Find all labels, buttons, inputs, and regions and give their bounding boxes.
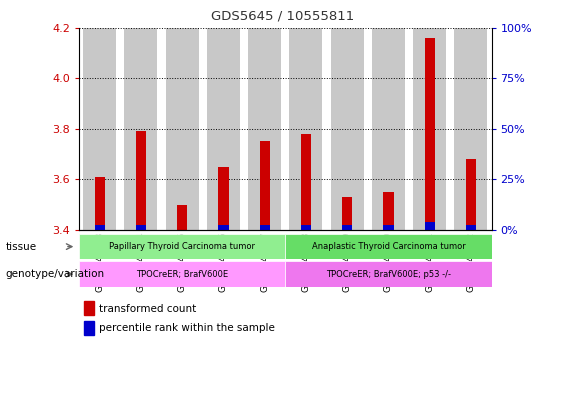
Bar (94, 225, 105, 230)
Bar (413, 28, 446, 230)
Text: Papillary Thyroid Carcinoma tumor: Papillary Thyroid Carcinoma tumor (109, 242, 255, 251)
Bar (466, 159, 476, 230)
Text: tissue: tissue (6, 242, 37, 252)
Bar (342, 225, 353, 230)
Bar (424, 38, 435, 230)
Bar (372, 28, 405, 230)
Bar (285, 234, 492, 259)
Bar (79, 261, 285, 287)
Bar (466, 225, 476, 230)
Bar (84, 321, 94, 335)
Bar (136, 131, 146, 230)
Text: GDS5645 / 10555811: GDS5645 / 10555811 (211, 10, 354, 23)
Bar (248, 28, 281, 230)
Bar (342, 197, 353, 230)
Bar (124, 28, 158, 230)
Bar (83, 28, 116, 230)
Bar (285, 261, 492, 287)
Bar (301, 225, 311, 230)
Text: transformed count: transformed count (99, 303, 196, 314)
Bar (218, 225, 229, 230)
Bar (166, 28, 199, 230)
Bar (94, 177, 105, 230)
Bar (259, 225, 270, 230)
Bar (424, 222, 435, 230)
Text: TPOCreER; BrafV600E: TPOCreER; BrafV600E (136, 270, 228, 279)
Bar (218, 167, 229, 230)
Bar (177, 205, 188, 230)
Bar (84, 301, 94, 315)
Text: Anaplastic Thyroid Carcinoma tumor: Anaplastic Thyroid Carcinoma tumor (311, 242, 466, 251)
Bar (454, 28, 488, 230)
Bar (331, 28, 364, 230)
Bar (289, 28, 323, 230)
Bar (301, 134, 311, 230)
Bar (79, 234, 285, 259)
Text: genotype/variation: genotype/variation (6, 269, 105, 279)
Bar (259, 141, 270, 230)
Bar (383, 192, 394, 230)
Bar (207, 28, 240, 230)
Bar (136, 225, 146, 230)
Text: TPOCreER; BrafV600E; p53 -/-: TPOCreER; BrafV600E; p53 -/- (326, 270, 451, 279)
Bar (383, 225, 394, 230)
Text: percentile rank within the sample: percentile rank within the sample (99, 323, 275, 333)
